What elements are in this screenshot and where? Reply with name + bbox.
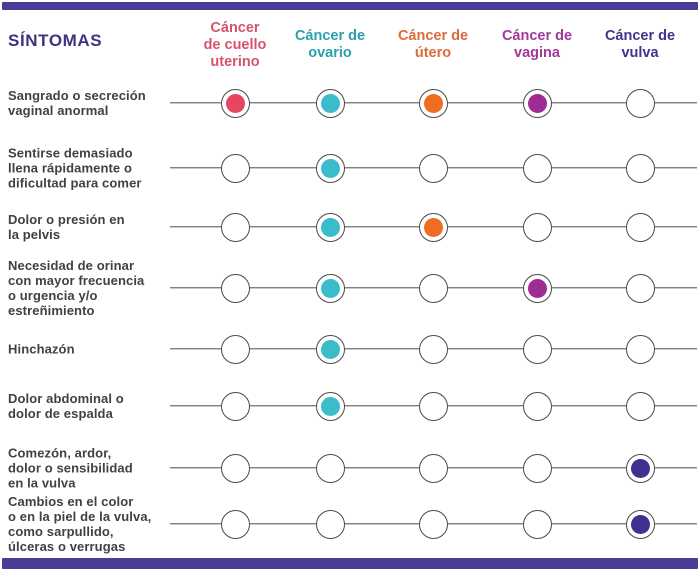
page-title: SÍNTOMAS	[8, 31, 103, 50]
mark-circle-ovario	[315, 153, 345, 183]
mark-circle-utero	[418, 212, 448, 242]
mark-dot-vagina	[527, 93, 547, 113]
mark-circle-vulva	[625, 334, 655, 364]
mark-circle-vagina	[522, 212, 552, 242]
mark-circle-vulva	[625, 453, 655, 483]
mark-circle-vulva	[625, 391, 655, 421]
mark-circle-vulva	[625, 509, 655, 539]
mark-circle-cuello-uterino	[220, 153, 250, 183]
mark-circle-vagina	[522, 153, 552, 183]
mark-dot-ovario	[320, 339, 340, 359]
symptom-label: Dolor abdominal o dolor de espalda	[8, 391, 124, 421]
mark-circle-utero	[418, 509, 448, 539]
mark-circle-cuello-uterino	[220, 453, 250, 483]
mark-dot-ovario	[320, 396, 340, 416]
mark-circle-utero	[418, 88, 448, 118]
mark-circle-utero	[418, 453, 448, 483]
mark-circle-cuello-uterino	[220, 391, 250, 421]
mark-circle-ovario	[315, 334, 345, 364]
mark-circle-ovario	[315, 509, 345, 539]
mark-dot-utero	[423, 93, 443, 113]
symptom-label: Necesidad de orinar con mayor frecuencia…	[8, 258, 145, 318]
symptom-label: Sangrado o secreción vaginal anormal	[8, 88, 146, 118]
symptom-label: Comezón, ardor, dolor o sensibilidad en …	[8, 445, 133, 491]
mark-circle-vagina	[522, 273, 552, 303]
mark-circle-ovario	[315, 212, 345, 242]
mark-circle-utero	[418, 273, 448, 303]
mark-circle-utero	[418, 334, 448, 364]
mark-dot-ovario	[320, 217, 340, 237]
mark-dot-ovario	[320, 158, 340, 178]
mark-dot-vulva	[630, 514, 650, 534]
mark-circle-vulva	[625, 153, 655, 183]
mark-circle-cuello-uterino	[220, 509, 250, 539]
mark-circle-cuello-uterino	[220, 273, 250, 303]
mark-circle-ovario	[315, 391, 345, 421]
mark-circle-utero	[418, 391, 448, 421]
mark-circle-ovario	[315, 273, 345, 303]
mark-circle-ovario	[315, 88, 345, 118]
mark-circle-ovario	[315, 453, 345, 483]
column-header-utero: Cáncer de útero	[397, 28, 469, 61]
mark-circle-vulva	[625, 273, 655, 303]
column-header-vagina: Cáncer de vagina	[501, 28, 573, 61]
symptom-label: Cambios en el color o en la piel de la v…	[8, 494, 152, 554]
column-header-cuello-uterino: Cáncer de cuello uterino	[203, 19, 267, 70]
column-header-ovario: Cáncer de ovario	[294, 28, 366, 61]
top-accent-bar	[2, 2, 698, 10]
mark-circle-cuello-uterino	[220, 334, 250, 364]
mark-dot-vulva	[630, 458, 650, 478]
mark-dot-cuello-uterino	[225, 93, 245, 113]
mark-circle-utero	[418, 153, 448, 183]
mark-circle-vagina	[522, 88, 552, 118]
mark-circle-cuello-uterino	[220, 88, 250, 118]
mark-circle-vagina	[522, 509, 552, 539]
mark-circle-vagina	[522, 391, 552, 421]
symptom-label: Dolor o presión en la pelvis	[8, 212, 125, 242]
mark-dot-ovario	[320, 93, 340, 113]
mark-dot-utero	[423, 217, 443, 237]
mark-circle-vulva	[625, 88, 655, 118]
mark-dot-vagina	[527, 278, 547, 298]
symptom-label: Hinchazón	[8, 341, 75, 357]
symptom-label: Sentirse demasiado llena rápidamente o d…	[8, 145, 142, 191]
bottom-accent-bar	[2, 558, 698, 569]
mark-circle-cuello-uterino	[220, 212, 250, 242]
mark-circle-vagina	[522, 453, 552, 483]
column-header-vulva: Cáncer de vulva	[604, 28, 676, 61]
mark-circle-vulva	[625, 212, 655, 242]
mark-circle-vagina	[522, 334, 552, 364]
mark-dot-ovario	[320, 278, 340, 298]
